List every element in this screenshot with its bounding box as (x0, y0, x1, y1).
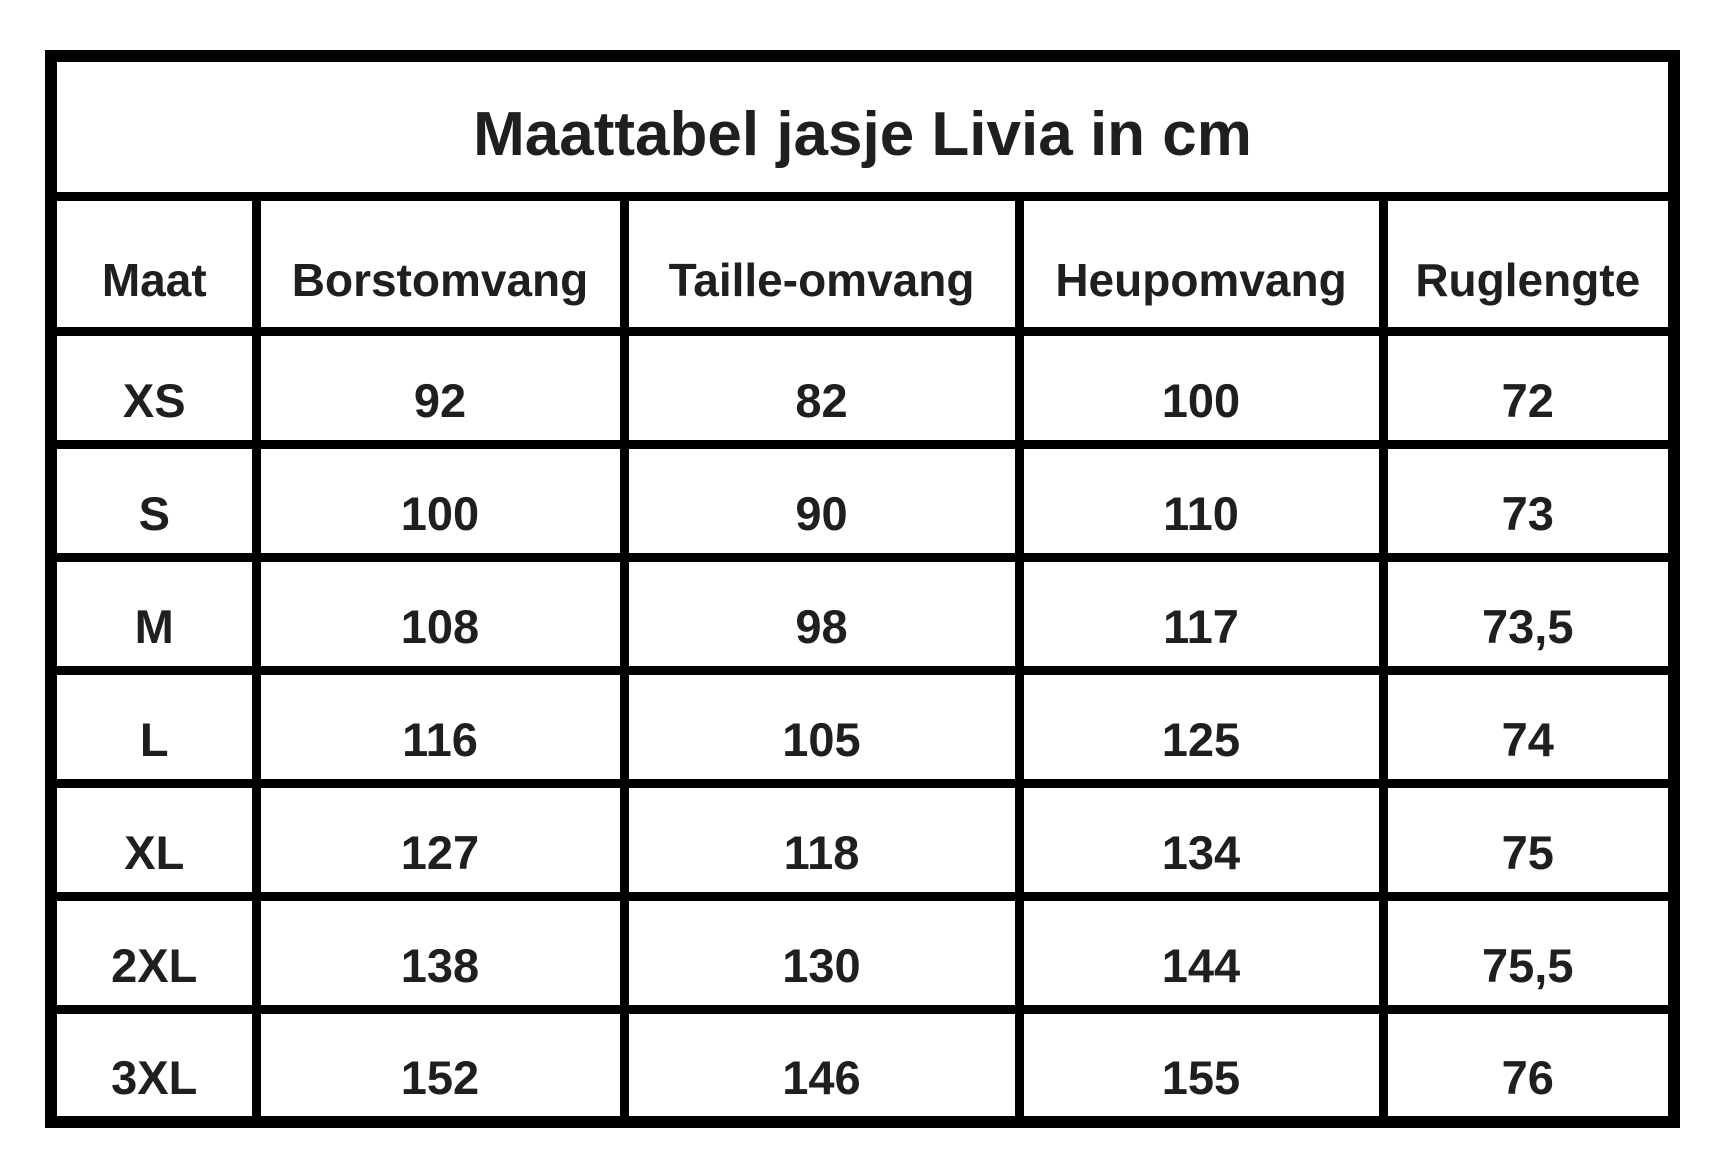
size-label-cell: XS (46, 326, 261, 449)
measurement-cell: 82 (619, 326, 1024, 449)
size-label-cell: S (46, 439, 261, 562)
measurement-cell: 76 (1378, 1004, 1679, 1127)
measurement-cell: 75 (1378, 778, 1679, 901)
size-label-cell: M (46, 552, 261, 675)
measurement-cell: 130 (619, 891, 1024, 1014)
table-header-row: Maat Borstomvang Taille-omvang Heupomvan… (46, 191, 1679, 336)
size-label-cell: 3XL (46, 1004, 261, 1127)
measurement-cell: 125 (1014, 665, 1388, 788)
measurement-cell: 155 (1014, 1004, 1388, 1127)
measurement-cell: 152 (251, 1004, 629, 1127)
table-row-xl: XL 127 118 134 75 (46, 778, 1679, 901)
size-chart-table: Maattabel jasje Livia in cm Maat Borstom… (45, 50, 1681, 1128)
measurement-cell: 144 (1014, 891, 1388, 1014)
measurement-cell: 127 (251, 778, 629, 901)
table-row-l: L 116 105 125 74 (46, 665, 1679, 788)
column-header-taille-omvang: Taille-omvang (619, 191, 1024, 336)
column-header-heupomvang: Heupomvang (1014, 191, 1388, 336)
table-row-3xl: 3XL 152 146 155 76 (46, 1004, 1679, 1127)
measurement-cell: 146 (619, 1004, 1024, 1127)
column-header-borstomvang: Borstomvang (251, 191, 629, 336)
table-title-row: Maattabel jasje Livia in cm (46, 51, 1679, 201)
measurement-cell: 108 (251, 552, 629, 675)
measurement-cell: 72 (1378, 326, 1679, 449)
table-row-2xl: 2XL 138 130 144 75,5 (46, 891, 1679, 1014)
measurement-cell: 75,5 (1378, 891, 1679, 1014)
table-row-xs: XS 92 82 100 72 (46, 326, 1679, 449)
measurement-cell: 73 (1378, 439, 1679, 562)
measurement-cell: 105 (619, 665, 1024, 788)
measurement-cell: 116 (251, 665, 629, 788)
table-title: Maattabel jasje Livia in cm (46, 51, 1679, 201)
measurement-cell: 117 (1014, 552, 1388, 675)
measurement-cell: 100 (1014, 326, 1388, 449)
measurement-cell: 138 (251, 891, 629, 1014)
column-header-maat: Maat (46, 191, 261, 336)
measurement-cell: 74 (1378, 665, 1679, 788)
table-row-s: S 100 90 110 73 (46, 439, 1679, 562)
measurement-cell: 110 (1014, 439, 1388, 562)
measurement-cell: 90 (619, 439, 1024, 562)
size-label-cell: L (46, 665, 261, 788)
table-row-m: M 108 98 117 73,5 (46, 552, 1679, 675)
measurement-cell: 100 (251, 439, 629, 562)
measurement-cell: 73,5 (1378, 552, 1679, 675)
measurement-cell: 98 (619, 552, 1024, 675)
measurement-cell: 134 (1014, 778, 1388, 901)
size-label-cell: XL (46, 778, 261, 901)
size-label-cell: 2XL (46, 891, 261, 1014)
measurement-cell: 92 (251, 326, 629, 449)
column-header-ruglengte: Ruglengte (1378, 191, 1679, 336)
measurement-cell: 118 (619, 778, 1024, 901)
